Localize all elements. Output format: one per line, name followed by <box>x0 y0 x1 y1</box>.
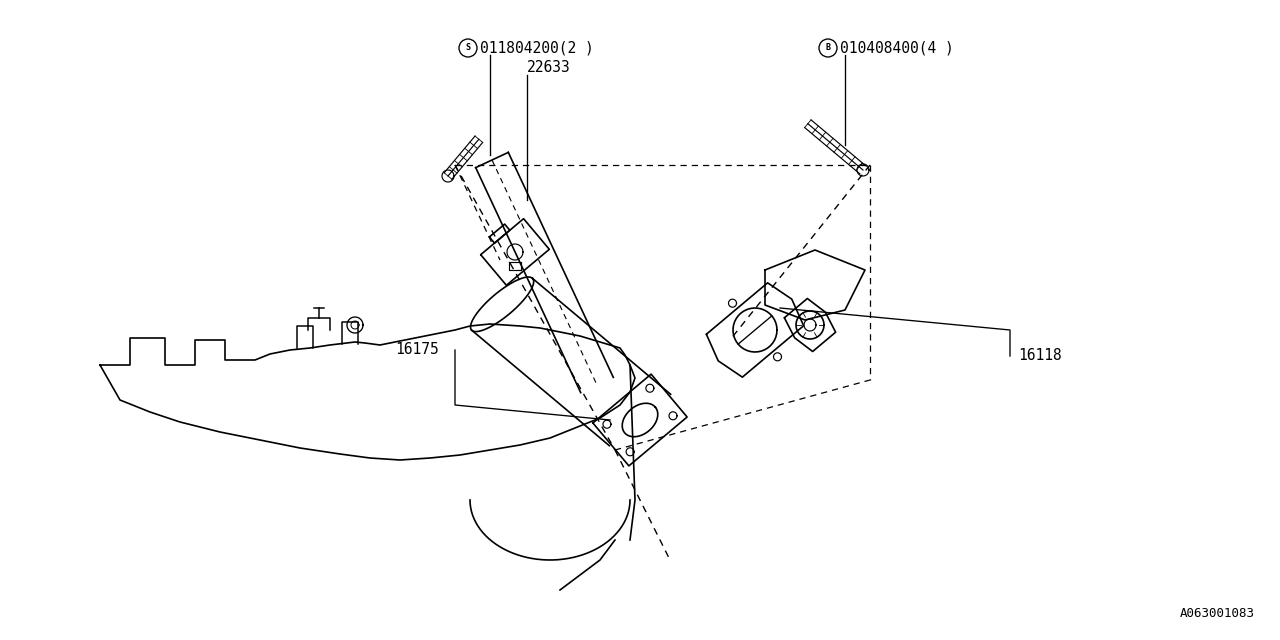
Text: 010408400(4 ): 010408400(4 ) <box>840 40 954 56</box>
Text: B: B <box>826 44 831 52</box>
Text: 22633: 22633 <box>527 61 571 76</box>
Text: 16175: 16175 <box>396 342 439 358</box>
Text: A063001083: A063001083 <box>1180 607 1254 620</box>
Text: 011804200(2 ): 011804200(2 ) <box>480 40 594 56</box>
Text: S: S <box>466 44 471 52</box>
Text: 16118: 16118 <box>1018 349 1061 364</box>
